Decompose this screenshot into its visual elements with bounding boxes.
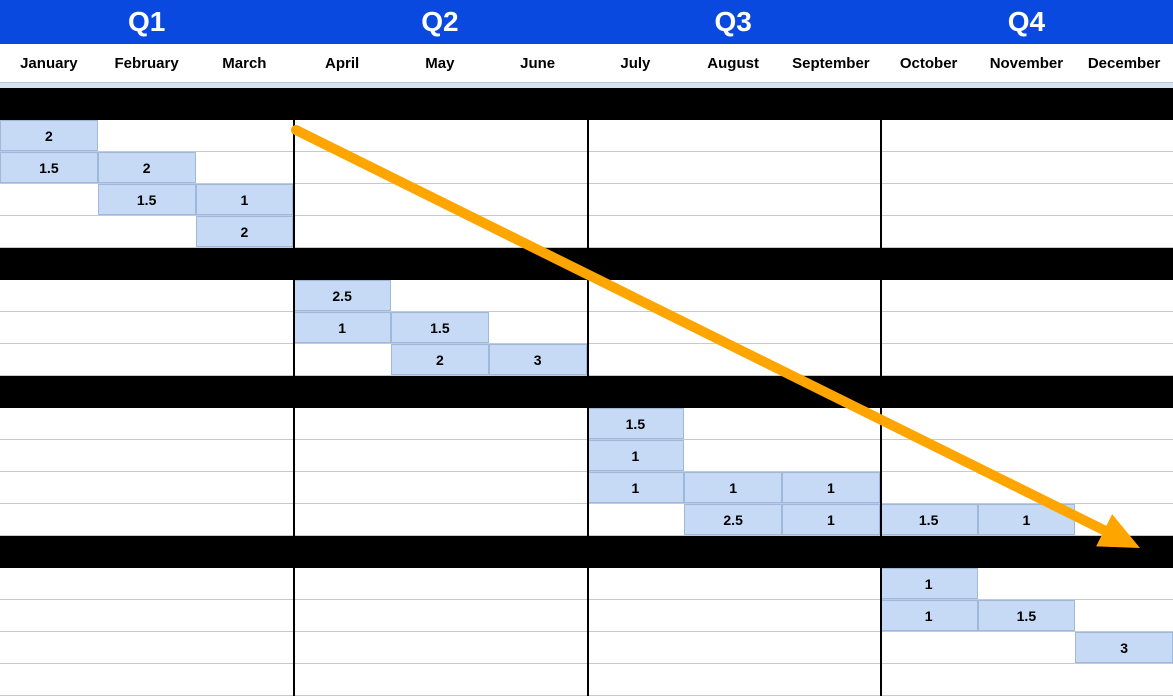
gantt-cell: 2.5 <box>293 280 391 311</box>
quarter-divider <box>293 88 295 696</box>
gantt-cell: 1 <box>587 472 685 503</box>
gantt-cell: 1 <box>684 472 782 503</box>
gantt-cell: 2 <box>98 152 196 183</box>
gantt-rows-area: 21.521.5122.511.5231.511112.511.51111.53 <box>0 88 1173 696</box>
gantt-cell: 1.5 <box>880 504 978 535</box>
month-label: August <box>684 44 782 82</box>
gantt-cell: 1 <box>782 472 880 503</box>
gantt-cell: 2 <box>196 216 294 247</box>
quarter-header-row: Q1Q2Q3Q4 <box>0 0 1173 44</box>
quarter-label: Q2 <box>293 0 586 44</box>
gantt-cell: 2 <box>0 120 98 151</box>
month-header-row: JanuaryFebruaryMarchAprilMayJuneJulyAugu… <box>0 44 1173 82</box>
gantt-cell: 2.5 <box>684 504 782 535</box>
month-label: April <box>293 44 391 82</box>
month-label: February <box>98 44 196 82</box>
gantt-cell: 1.5 <box>391 312 489 343</box>
gantt-cell: 3 <box>1075 632 1173 663</box>
gantt-cell: 1 <box>880 600 978 631</box>
month-label: June <box>489 44 587 82</box>
month-label: December <box>1075 44 1173 82</box>
month-label: September <box>782 44 880 82</box>
month-label: March <box>196 44 294 82</box>
month-label: November <box>978 44 1076 82</box>
gantt-cell: 3 <box>489 344 587 375</box>
gantt-cell: 1.5 <box>98 184 196 215</box>
quarter-divider <box>587 88 589 696</box>
month-label: July <box>587 44 685 82</box>
gantt-cell: 1 <box>880 568 978 599</box>
quarter-label: Q3 <box>587 0 880 44</box>
month-label: January <box>0 44 98 82</box>
gantt-cell: 1.5 <box>0 152 98 183</box>
month-label: October <box>880 44 978 82</box>
gantt-chart: Q1Q2Q3Q4 JanuaryFebruaryMarchAprilMayJun… <box>0 0 1173 696</box>
gantt-cell: 1 <box>587 440 685 471</box>
gantt-cell: 1 <box>782 504 880 535</box>
quarter-label: Q1 <box>0 0 293 44</box>
month-label: May <box>391 44 489 82</box>
gantt-cell: 1 <box>978 504 1076 535</box>
gantt-cell: 1.5 <box>587 408 685 439</box>
quarter-divider <box>880 88 882 696</box>
gantt-cell: 1 <box>293 312 391 343</box>
gantt-cell: 1.5 <box>978 600 1076 631</box>
gantt-cell: 1 <box>196 184 294 215</box>
gantt-cell: 2 <box>391 344 489 375</box>
quarter-label: Q4 <box>880 0 1173 44</box>
